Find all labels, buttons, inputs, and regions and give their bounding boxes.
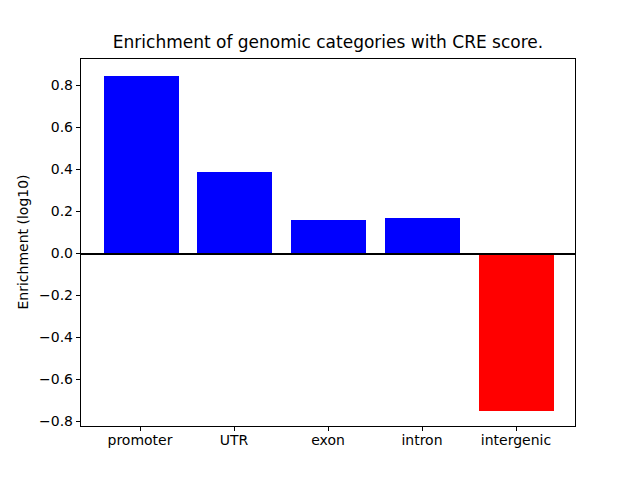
y-tick-mark [76, 379, 80, 380]
x-tick-label-intergenic: intergenic [456, 433, 576, 448]
y-tick-label: 0.0 [27, 246, 73, 260]
y-tick-label: 0.4 [27, 162, 73, 176]
y-tick-mark [76, 421, 80, 422]
x-tick-mark [516, 427, 517, 431]
bar-promoter [104, 76, 179, 254]
y-tick-mark [76, 337, 80, 338]
chart-title: Enrichment of genomic categories with CR… [80, 33, 576, 51]
plot-area [80, 58, 576, 427]
bar-UTR [197, 172, 272, 254]
y-tick-mark [76, 127, 80, 128]
y-tick-label: −0.2 [27, 288, 73, 302]
y-tick-label: 0.8 [27, 78, 73, 92]
y-tick-mark [76, 295, 80, 296]
bar-intron [385, 218, 460, 254]
figure: Enrichment of genomic categories with CR… [0, 0, 640, 480]
x-tick-mark [328, 427, 329, 431]
x-tick-mark [422, 427, 423, 431]
y-tick-label: 0.2 [27, 204, 73, 218]
y-tick-label: −0.4 [27, 330, 73, 344]
x-tick-mark [140, 427, 141, 431]
bar-exon [291, 220, 366, 254]
x-tick-mark [234, 427, 235, 431]
y-tick-mark [76, 253, 80, 254]
y-tick-label: −0.6 [27, 372, 73, 386]
zero-line [81, 253, 575, 255]
y-tick-mark [76, 211, 80, 212]
y-tick-mark [76, 85, 80, 86]
bar-intergenic [479, 254, 554, 411]
y-tick-mark [76, 169, 80, 170]
y-tick-label: −0.8 [27, 414, 73, 428]
y-tick-label: 0.6 [27, 120, 73, 134]
